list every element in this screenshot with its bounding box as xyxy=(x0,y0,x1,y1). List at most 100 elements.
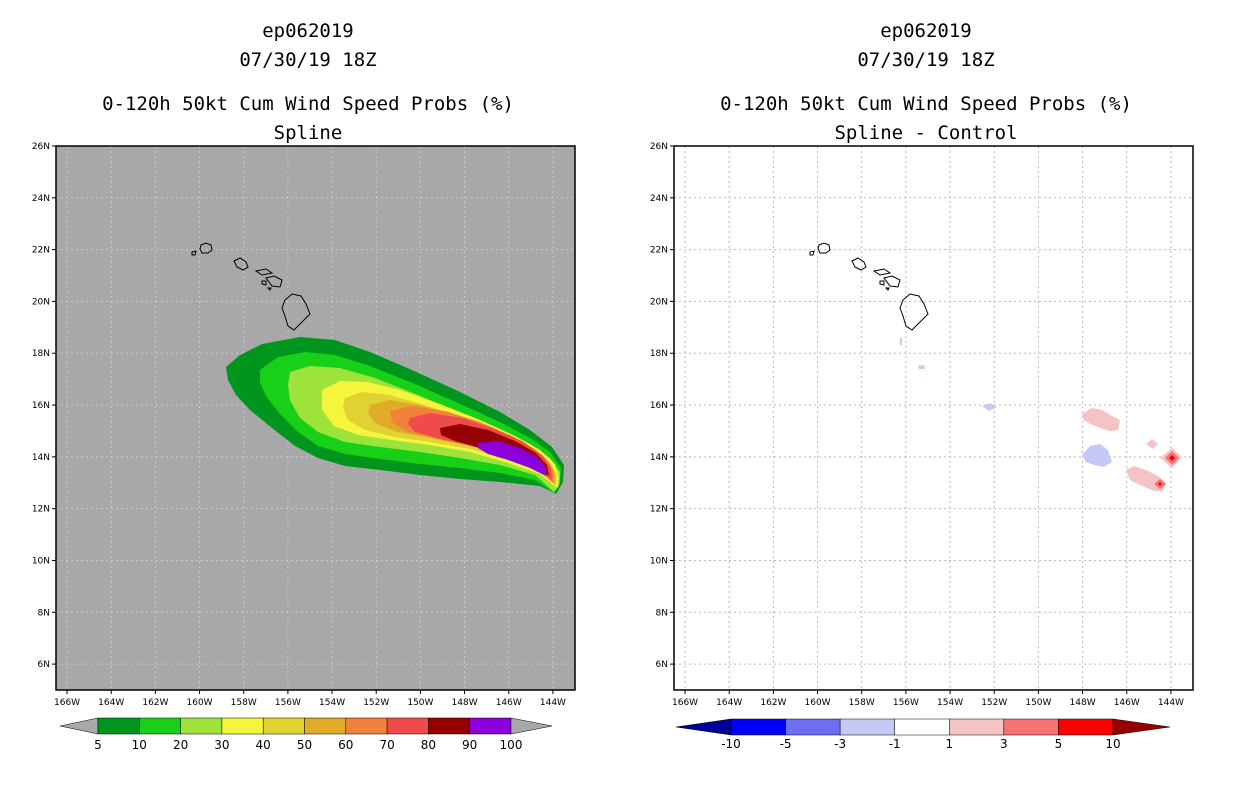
lat-tick-label: 16N xyxy=(32,401,50,411)
diff-pos-6 xyxy=(1146,439,1158,449)
lon-tick-label: 162W xyxy=(142,698,168,708)
lon-tick-label: 146W xyxy=(1114,698,1140,708)
colorbar-box xyxy=(386,717,429,735)
lon-tick-label: 148W xyxy=(452,698,478,708)
colorbar-box xyxy=(180,717,223,735)
island-lanai xyxy=(879,280,885,286)
lat-tick-label: 20N xyxy=(650,297,668,307)
right-storm-id: ep062019 xyxy=(880,20,972,42)
left-colorbar-above-arrow xyxy=(510,717,553,735)
colorbar-label: 10 xyxy=(1105,737,1120,751)
left-map: 26N 24N 22N 20N 18N 16N 14N 12N 10N 8N 6N 166W 164W 1… xyxy=(32,142,576,708)
lon-tick-label: 144W xyxy=(540,698,566,708)
lat-tick-label: 24N xyxy=(32,194,50,204)
lat-tick-label: 6N xyxy=(38,660,50,670)
lat-tick-label: 18N xyxy=(32,349,50,359)
island-kauai xyxy=(199,242,213,254)
swath-90pct xyxy=(478,441,546,476)
lon-tick-label: 150W xyxy=(1025,698,1051,708)
island-niihau xyxy=(191,250,197,256)
probability-swath xyxy=(226,337,564,494)
lon-tick-label: 150W xyxy=(407,698,433,708)
right-coastline-hawaii xyxy=(809,242,929,331)
left-axis-ticks: 26N 24N 22N 20N 18N 16N 14N 12N 10N 8N 6N 166W 164W 1… xyxy=(32,142,566,708)
colorbar-label: 1 xyxy=(945,737,953,751)
colorbar-label: -10 xyxy=(721,737,741,751)
diff-pos-9 xyxy=(1169,455,1175,461)
island-big-island xyxy=(899,293,929,331)
colorbar-box xyxy=(469,717,512,735)
colorbar-label: 80 xyxy=(421,738,436,752)
diff-neg-5 xyxy=(1082,444,1112,467)
right-datetime: 07/30/19 18Z xyxy=(857,49,994,71)
lon-tick-label: 154W xyxy=(937,698,963,708)
right-product-title: 0-120h 50kt Cum Wind Speed Probs (%) xyxy=(720,93,1132,115)
lon-tick-label: 160W xyxy=(187,698,213,708)
lat-tick-label: 10N xyxy=(650,556,668,566)
left-map-frame xyxy=(55,145,576,691)
colorbar-box xyxy=(262,717,305,735)
lon-tick-label: 148W xyxy=(1070,698,1096,708)
lat-tick-label: 22N xyxy=(650,246,668,256)
lat-tick-label: 24N xyxy=(650,194,668,204)
right-gridlines xyxy=(674,146,1193,690)
left-colorbar-below-arrow xyxy=(59,717,99,735)
left-subtitle: Spline xyxy=(274,122,343,144)
left-coastline-hawaii xyxy=(191,242,311,331)
island-oahu xyxy=(233,257,249,271)
right-colorbar-boxes xyxy=(730,718,1114,736)
island-niihau xyxy=(809,250,815,256)
colorbar-label: 50 xyxy=(297,738,312,752)
left-product-title: 0-120h 50kt Cum Wind Speed Probs (%) xyxy=(102,93,514,115)
left-storm-id: ep062019 xyxy=(262,20,354,42)
colorbar-box xyxy=(894,718,950,736)
lon-tick-label: 166W xyxy=(54,698,80,708)
island-molokai xyxy=(254,268,274,276)
left-panel: ep062019 07/30/19 18Z 0-120h 50kt Cum Wi… xyxy=(32,20,576,752)
difference-field xyxy=(900,338,1182,492)
lon-tick-label: 158W xyxy=(231,698,257,708)
right-colorbar-above-arrow xyxy=(1112,718,1171,736)
left-colorbar-boxes xyxy=(97,717,512,735)
colorbar-label: 20 xyxy=(173,738,188,752)
diff-pos-12 xyxy=(1158,482,1162,486)
colorbar-box xyxy=(304,717,347,735)
right-axis-ticks: 26N 24N 22N 20N 18N 16N 14N 12N 10N 8N 6N 166W 164W 1… xyxy=(650,142,1184,708)
colorbar-label: 40 xyxy=(256,738,271,752)
colorbar-box xyxy=(1003,718,1059,736)
colorbar-label: -1 xyxy=(889,737,901,751)
colorbar-box xyxy=(785,718,841,736)
right-colorbar: -10 -5 -3 -1 1 3 5 10 xyxy=(675,718,1171,751)
colorbar-label: 70 xyxy=(379,738,394,752)
colorbar-label: 100 xyxy=(500,738,523,752)
right-panel: ep062019 07/30/19 18Z 0-120h 50kt Cum Wi… xyxy=(650,20,1194,751)
lon-tick-label: 162W xyxy=(760,698,786,708)
colorbar-label: 90 xyxy=(462,738,477,752)
colorbar-label: 5 xyxy=(1055,737,1063,751)
colorbar-box xyxy=(839,718,895,736)
lat-tick-label: 6N xyxy=(656,660,668,670)
diff-neg-3 xyxy=(982,403,997,411)
lon-tick-label: 146W xyxy=(496,698,522,708)
colorbar-box xyxy=(221,717,264,735)
colorbar-label: 5 xyxy=(94,738,102,752)
lon-tick-label: 152W xyxy=(363,698,389,708)
island-kahoolawe xyxy=(266,287,272,291)
lat-tick-label: 8N xyxy=(38,608,50,618)
lon-tick-label: 158W xyxy=(849,698,875,708)
diff-neg-small-2 xyxy=(900,338,902,345)
island-maui xyxy=(265,275,283,288)
island-big-island xyxy=(281,293,311,331)
right-colorbar-labels: -10 -5 -3 -1 1 3 5 10 xyxy=(721,737,1120,751)
colorbar-label: 60 xyxy=(338,738,353,752)
lon-tick-label: 164W xyxy=(98,698,124,708)
colorbar-box xyxy=(1058,718,1114,736)
island-oahu xyxy=(851,257,867,271)
right-subtitle: Spline - Control xyxy=(834,122,1017,144)
lat-tick-label: 16N xyxy=(650,401,668,411)
diff-pos-4 xyxy=(1082,408,1120,431)
left-datetime: 07/30/19 18Z xyxy=(239,49,376,71)
lat-tick-label: 12N xyxy=(650,505,668,515)
left-colorbar-labels: 5 10 20 30 40 50 60 70 80 90 100 xyxy=(94,738,522,752)
